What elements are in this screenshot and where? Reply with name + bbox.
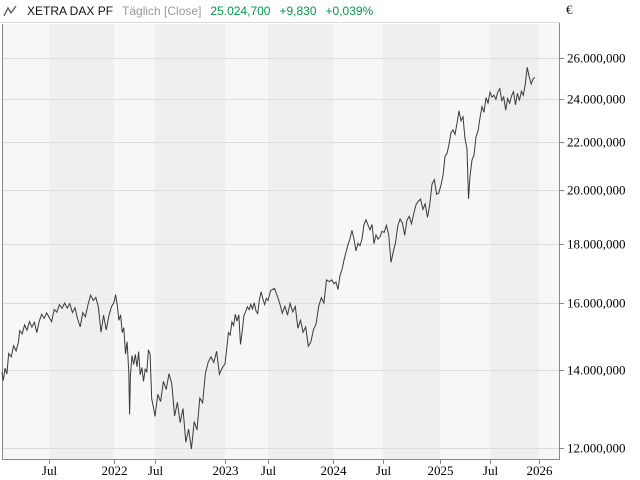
x-tick-label: 2023	[213, 463, 239, 478]
y-tick-label: 16.000,000	[567, 296, 626, 311]
background-band	[440, 24, 490, 459]
background-band	[383, 24, 440, 459]
change-percent: +0,039%	[325, 4, 374, 18]
y-tick-label: 24.000,000	[567, 92, 626, 107]
y-tick-label: 18.000,000	[567, 237, 626, 252]
background-band	[539, 24, 559, 459]
y-tick-label: 22.000,000	[567, 135, 626, 150]
instrument-title: XETRA DAX PF	[27, 4, 114, 18]
y-tick-label: 12.000,000	[567, 441, 626, 456]
background-band	[2, 24, 49, 459]
background-band	[155, 24, 225, 459]
background-band	[490, 24, 539, 459]
background-band	[114, 24, 155, 459]
x-tick-label: Jul	[42, 463, 58, 478]
line-chart-icon	[3, 5, 17, 17]
background-band	[268, 24, 333, 459]
change-absolute: +9,830	[279, 4, 317, 18]
y-tick-label: 20.000,000	[567, 183, 626, 198]
x-tick-label: 2025	[428, 463, 454, 478]
x-tick-label: 2022	[102, 463, 128, 478]
chart-header: XETRA DAX PF Täglich [Close] 25.024,700 …	[0, 0, 560, 23]
x-tick-label: Jul	[376, 463, 392, 478]
background-band	[333, 24, 383, 459]
price-line	[1, 67, 535, 450]
background-band	[225, 24, 268, 459]
last-price: 25.024,700	[210, 4, 271, 18]
x-tick-label: Jul	[483, 463, 499, 478]
background-band	[49, 24, 114, 459]
currency-symbol: €	[566, 2, 573, 17]
x-tick-label: Jul	[148, 463, 164, 478]
y-tick-label: 26.000,000	[567, 51, 626, 66]
period-label: Täglich [Close]	[122, 4, 202, 18]
y-tick-label: 14.000,000	[567, 363, 626, 378]
x-tick-label: 2024	[321, 463, 348, 478]
x-tick-label: 2026	[527, 463, 554, 478]
x-tick-label: Jul	[261, 463, 277, 478]
